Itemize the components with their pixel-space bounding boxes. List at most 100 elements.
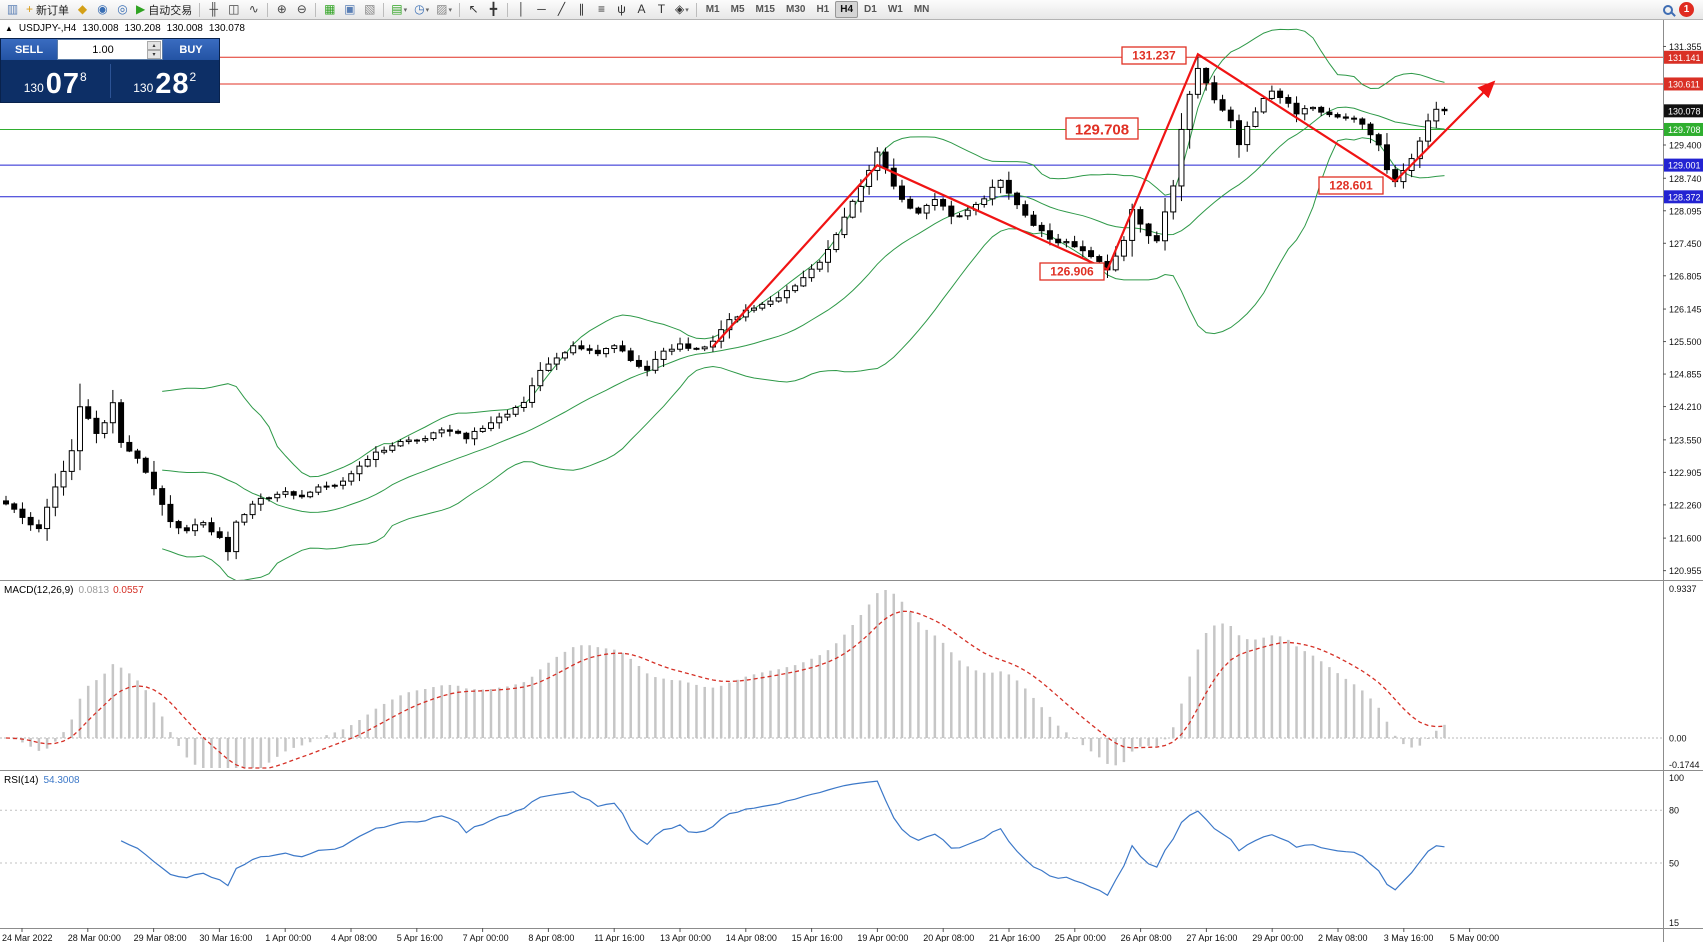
collapse-trade-panel-icon[interactable]: ▲ bbox=[5, 24, 13, 33]
svg-text:21 Apr 16:00: 21 Apr 16:00 bbox=[989, 933, 1040, 942]
text-label-icon[interactable]: T bbox=[652, 1, 671, 18]
line-chart-icon[interactable]: ∿ bbox=[244, 1, 263, 18]
ohlc-low: 130.008 bbox=[166, 23, 203, 34]
crosshair-icon[interactable]: ╋ bbox=[484, 1, 503, 18]
svg-text:24 Mar 2022: 24 Mar 2022 bbox=[2, 933, 53, 942]
new-order-button[interactable]: + 新订单 bbox=[23, 1, 72, 18]
new-order-button-label: 新订单 bbox=[36, 4, 70, 17]
toolbar-separator bbox=[383, 2, 385, 17]
tf-h4-button[interactable]: H4 bbox=[835, 1, 859, 18]
volume-spinner[interactable]: ▴ ▾ bbox=[147, 40, 161, 59]
volume-input[interactable]: 1.00 ▴ ▾ bbox=[57, 39, 163, 60]
macd-indicator-label: MACD(12,26,9) 0.0813 0.0557 bbox=[4, 585, 144, 596]
trendline-icon-glyph: ╱ bbox=[557, 2, 566, 16]
templates-icon[interactable]: ▨ ▾ bbox=[433, 1, 455, 18]
auto-scroll-icon[interactable]: ▧ bbox=[360, 1, 379, 18]
zoom-in-icon[interactable]: ⊕ bbox=[272, 1, 291, 18]
candlestick-chart-icon[interactable]: ◫ bbox=[224, 1, 243, 18]
navigator-icon[interactable]: ◎ bbox=[113, 1, 132, 18]
svg-text:122.260: 122.260 bbox=[1669, 500, 1702, 510]
svg-text:4 Apr 08:00: 4 Apr 08:00 bbox=[331, 933, 377, 942]
shapes-icon-glyph: ◈ bbox=[674, 2, 685, 16]
svg-text:129.708: 129.708 bbox=[1668, 125, 1701, 135]
buy-button[interactable]: BUY bbox=[163, 39, 219, 60]
new-chart-icon[interactable]: ▤ ▾ bbox=[388, 1, 410, 18]
cursor-icon[interactable]: ↖ bbox=[464, 1, 483, 18]
svg-text:131.237: 131.237 bbox=[1132, 49, 1176, 63]
svg-text:128.601: 128.601 bbox=[1329, 179, 1373, 193]
svg-text:26 Apr 08:00: 26 Apr 08:00 bbox=[1121, 933, 1172, 942]
macd-main-value: 0.0813 bbox=[78, 585, 110, 596]
volume-down-icon[interactable]: ▾ bbox=[147, 49, 161, 59]
tf-m5-button[interactable]: M5 bbox=[730, 4, 745, 15]
svg-text:8 Apr 08:00: 8 Apr 08:00 bbox=[528, 933, 574, 942]
bar-chart-icon-glyph: ╫ bbox=[209, 2, 218, 16]
svg-text:124.855: 124.855 bbox=[1669, 370, 1702, 380]
text-label-icon-glyph: T bbox=[657, 2, 666, 16]
sell-price[interactable]: 130 07 8 bbox=[1, 60, 110, 102]
new-chart-icon-glyph: ▤ bbox=[391, 2, 403, 16]
buy-price[interactable]: 130 28 2 bbox=[111, 60, 220, 102]
auto-trading-button[interactable]: ▶ 自动交易 bbox=[133, 1, 195, 18]
profiles-icon-caret[interactable]: ▾ bbox=[425, 6, 430, 14]
data-window-icon[interactable]: ◉ bbox=[93, 1, 112, 18]
market-watch-icon[interactable]: ◆ bbox=[73, 1, 92, 18]
svg-text:5 Apr 16:00: 5 Apr 16:00 bbox=[397, 933, 443, 942]
sell-button[interactable]: SELL bbox=[1, 39, 57, 60]
svg-text:125.500: 125.500 bbox=[1669, 337, 1702, 347]
svg-text:131.141: 131.141 bbox=[1668, 53, 1701, 63]
svg-text:123.550: 123.550 bbox=[1669, 435, 1702, 445]
cascade-windows-icon[interactable]: ▣ bbox=[340, 1, 359, 18]
tf-m15-button[interactable]: M15 bbox=[755, 4, 775, 15]
search-icon[interactable] bbox=[1663, 4, 1673, 15]
tf-m30-button[interactable]: M30 bbox=[785, 4, 806, 15]
notification-badge[interactable]: 1 bbox=[1679, 2, 1694, 17]
fibonacci-icon[interactable]: ≡ bbox=[592, 1, 611, 18]
ohlc-open: 130.008 bbox=[82, 23, 119, 34]
shapes-icon[interactable]: ◈ ▾ bbox=[672, 1, 692, 18]
tf-h1-button[interactable]: H1 bbox=[816, 4, 830, 15]
toolbar-separator bbox=[267, 2, 269, 17]
svg-text:3 May 16:00: 3 May 16:00 bbox=[1384, 933, 1434, 942]
tf-w1-button[interactable]: W1 bbox=[887, 4, 903, 15]
trendline-icon[interactable]: ╱ bbox=[552, 1, 571, 18]
svg-text:124.210: 124.210 bbox=[1669, 402, 1702, 412]
market-watch-icon-glyph: ◆ bbox=[77, 2, 88, 16]
text-icon-glyph: A bbox=[637, 2, 646, 16]
profiles-icon[interactable]: ◷ ▾ bbox=[411, 1, 432, 18]
terminal-icon[interactable]: ▥ bbox=[3, 1, 22, 18]
tf-mn-button[interactable]: MN bbox=[913, 4, 930, 15]
vertical-line-icon[interactable]: │ bbox=[512, 1, 531, 18]
horizontal-line-icon[interactable]: ─ bbox=[532, 1, 551, 18]
andrews-pitchfork-icon[interactable]: ψ bbox=[612, 1, 631, 18]
tf-d1-button[interactable]: D1 bbox=[864, 4, 877, 15]
equidistant-channel-icon[interactable]: ∥ bbox=[572, 1, 591, 18]
svg-text:121.600: 121.600 bbox=[1669, 534, 1702, 544]
horizontal-line-icon-glyph: ─ bbox=[537, 2, 546, 16]
cursor-icon-glyph: ↖ bbox=[468, 2, 479, 16]
zoom-out-icon[interactable]: ⊖ bbox=[292, 1, 311, 18]
volume-up-icon[interactable]: ▴ bbox=[147, 40, 161, 50]
text-icon[interactable]: A bbox=[632, 1, 651, 18]
shapes-icon-caret[interactable]: ▾ bbox=[685, 6, 689, 14]
toolbar-separator bbox=[315, 2, 317, 17]
terminal-icon-glyph: ▥ bbox=[6, 2, 19, 16]
toolbar-separator bbox=[199, 2, 201, 17]
volume-value[interactable]: 1.00 bbox=[92, 43, 114, 56]
new-chart-icon-caret[interactable]: ▾ bbox=[403, 6, 408, 14]
toolbar-right: 1 bbox=[1663, 2, 1700, 17]
svg-text:2 May 08:00: 2 May 08:00 bbox=[1318, 933, 1368, 942]
macd-signal-value: 0.0557 bbox=[113, 585, 144, 596]
tf-m1-button[interactable]: M1 bbox=[705, 4, 720, 15]
svg-text:1 Apr 00:00: 1 Apr 00:00 bbox=[265, 933, 311, 942]
chart-canvas[interactable]: 131.237 129.708 128.601 126.906 131.355 129.4… bbox=[0, 20, 1703, 942]
svg-text:130.078: 130.078 bbox=[1668, 106, 1701, 116]
rsi-value: 54.3008 bbox=[43, 775, 80, 786]
andrews-pitchfork-icon-glyph: ψ bbox=[617, 2, 626, 16]
equidistant-channel-icon-glyph: ∥ bbox=[578, 2, 585, 16]
tile-windows-icon[interactable]: ▦ bbox=[320, 1, 339, 18]
sell-price-sup: 8 bbox=[80, 70, 87, 84]
bar-chart-icon[interactable]: ╫ bbox=[204, 1, 223, 18]
templates-icon-caret[interactable]: ▾ bbox=[448, 6, 452, 14]
